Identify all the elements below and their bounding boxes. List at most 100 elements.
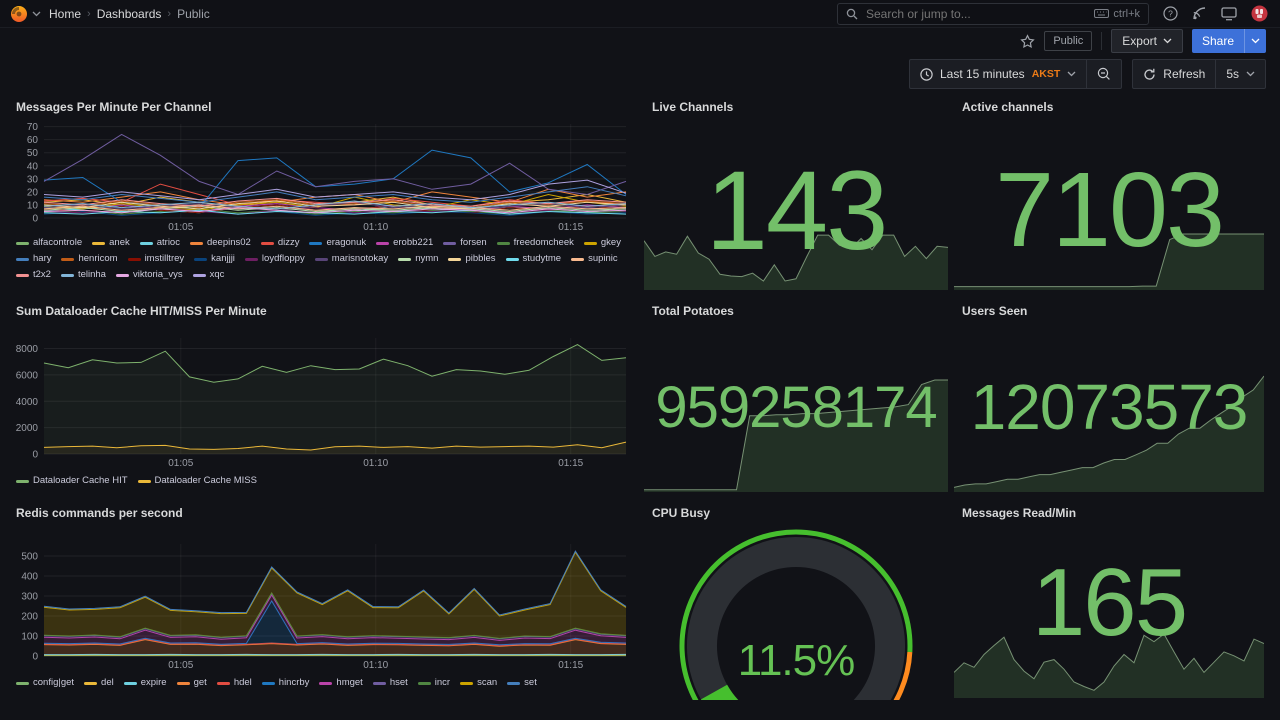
- legend-label: scan: [477, 677, 498, 688]
- panel-title[interactable]: Total Potatoes: [652, 304, 734, 318]
- legend-item[interactable]: imstilltrey: [127, 252, 185, 266]
- refresh-icon: [1144, 68, 1155, 80]
- users-seen-value: 12073573: [970, 371, 1249, 443]
- legend-item[interactable]: hmget: [319, 676, 363, 690]
- legend-item[interactable]: hdel: [216, 676, 252, 690]
- breadcrumb-home[interactable]: Home: [49, 6, 82, 21]
- refresh-interval-button[interactable]: 5s: [1215, 60, 1265, 88]
- legend-label: forsen: [460, 237, 487, 248]
- panel-title[interactable]: Active channels: [962, 100, 1054, 114]
- legend-label: freedomcheek: [513, 237, 574, 248]
- search-box[interactable]: ctrl+k: [837, 2, 1149, 25]
- panel-title[interactable]: Messages Per Minute Per Channel: [16, 100, 212, 114]
- messages-per-minute-chart[interactable]: 0 10 20 30 40 50 60 70 01:05 01:10 01:15: [12, 120, 632, 232]
- legend-item[interactable]: Dataloader Cache HIT: [16, 474, 128, 488]
- svg-text:100: 100: [21, 632, 38, 643]
- panel-users-seen: Users Seen 12073573: [954, 298, 1264, 496]
- legend-item[interactable]: dizzy: [260, 236, 299, 250]
- zoom-out-button[interactable]: [1086, 60, 1121, 88]
- legend-swatch: [448, 257, 462, 261]
- legend-item[interactable]: gkey: [583, 236, 621, 250]
- legend-swatch: [507, 681, 521, 685]
- legend-item[interactable]: pibbles: [448, 252, 496, 266]
- panel-title[interactable]: Users Seen: [962, 304, 1028, 318]
- legend-item[interactable]: nymn: [398, 252, 438, 266]
- legend-item[interactable]: erobb221: [376, 236, 433, 250]
- dataloader-cache-chart[interactable]: 0 2000 4000 6000 8000 01:05 01:10 01:15: [12, 334, 632, 468]
- legend-item[interactable]: config|get: [16, 676, 74, 690]
- legend-item[interactable]: anek: [92, 236, 130, 250]
- legend-item[interactable]: eragonuk: [309, 236, 366, 250]
- legend-item[interactable]: viktoria_vys: [115, 268, 183, 282]
- share-menu-chevron[interactable]: [1244, 29, 1266, 53]
- legend-item[interactable]: get: [176, 676, 207, 690]
- redis-commands-chart[interactable]: 0 100 200 300 400 500 01:05 01:10 01:15: [12, 540, 632, 670]
- divider: [1101, 32, 1103, 50]
- svg-text:300: 300: [21, 592, 38, 603]
- total-potatoes-value: 959258174: [655, 375, 937, 440]
- legend-swatch: [376, 241, 390, 245]
- legend-item[interactable]: forsen: [443, 236, 487, 250]
- export-button[interactable]: Export: [1111, 29, 1183, 53]
- legend-item[interactable]: atrioc: [139, 236, 180, 250]
- legend-label: incr: [434, 677, 451, 688]
- legend-swatch: [398, 257, 412, 261]
- refresh-button[interactable]: Refresh: [1133, 60, 1215, 88]
- legend-item[interactable]: Dataloader Cache MISS: [137, 474, 257, 488]
- legend-swatch: [505, 257, 519, 261]
- legend-item[interactable]: scan: [460, 676, 497, 690]
- legend-item[interactable]: xqc: [192, 268, 224, 282]
- panel-title[interactable]: Messages Read/Min: [962, 506, 1077, 520]
- legend-item[interactable]: telinha: [60, 268, 106, 282]
- share-button[interactable]: Share: [1191, 29, 1244, 53]
- legend-label: Dataloader Cache HIT: [33, 475, 128, 486]
- panel-title[interactable]: Redis commands per second: [16, 506, 183, 520]
- legend-item[interactable]: set: [507, 676, 537, 690]
- search-input[interactable]: [864, 5, 1095, 22]
- legend-label: imstilltrey: [144, 253, 185, 264]
- avatar[interactable]: [1251, 5, 1268, 22]
- breadcrumb-public[interactable]: Public: [177, 6, 210, 21]
- breadcrumb-dashboards[interactable]: Dashboards: [96, 6, 162, 21]
- panel-title[interactable]: CPU Busy: [652, 506, 711, 520]
- legend-label: loydfloppy: [261, 253, 305, 264]
- dataloader-legend: Dataloader Cache HIT Dataloader Cache MIS…: [16, 474, 632, 488]
- legend-item[interactable]: kanjjji: [194, 252, 235, 266]
- legend-swatch: [417, 681, 431, 685]
- panel-title[interactable]: Sum Dataloader Cache HIT/MISS Per Minute: [16, 304, 267, 318]
- legend-label: hary: [33, 253, 52, 264]
- news-icon[interactable]: [1192, 6, 1207, 21]
- time-range-button[interactable]: Last 15 minutes AKST: [910, 60, 1086, 88]
- legend-item[interactable]: freedomcheek: [496, 236, 574, 250]
- legend-label: t2x2: [33, 269, 51, 280]
- legend-item[interactable]: deepins02: [189, 236, 251, 250]
- help-icon[interactable]: ?: [1163, 6, 1178, 21]
- legend-item[interactable]: hset: [372, 676, 408, 690]
- legend-label: atrioc: [156, 237, 180, 248]
- legend-item[interactable]: loydfloppy: [244, 252, 305, 266]
- breadcrumb-separator: ›: [87, 7, 91, 20]
- legend-item[interactable]: marisnotokay: [314, 252, 388, 266]
- legend-item[interactable]: alfacontrole: [16, 236, 82, 250]
- legend-item[interactable]: henricom: [61, 252, 118, 266]
- legend-swatch: [309, 241, 323, 245]
- legend-label: del: [101, 677, 114, 688]
- legend-item[interactable]: t2x2: [16, 268, 51, 282]
- org-switch-chevron-icon[interactable]: [32, 11, 41, 17]
- panel-title[interactable]: Live Channels: [652, 100, 734, 114]
- legend-swatch: [194, 257, 208, 261]
- live-channels-sparkline: [644, 234, 948, 290]
- star-icon[interactable]: [1020, 33, 1036, 49]
- svg-text:50: 50: [27, 148, 39, 159]
- legend-item[interactable]: hincrby: [261, 676, 309, 690]
- legend-item[interactable]: expire: [123, 676, 167, 690]
- legend-item[interactable]: supinic: [571, 252, 618, 266]
- grafana-logo-icon[interactable]: [10, 5, 28, 23]
- legend-swatch: [16, 241, 29, 245]
- legend-item[interactable]: hary: [16, 252, 51, 266]
- legend-item[interactable]: incr: [417, 676, 451, 690]
- panel-total-potatoes: Total Potatoes 959258174: [644, 298, 948, 496]
- legend-item[interactable]: studytme: [505, 252, 561, 266]
- screen-share-icon[interactable]: [1221, 6, 1237, 21]
- legend-item[interactable]: del: [84, 676, 114, 690]
